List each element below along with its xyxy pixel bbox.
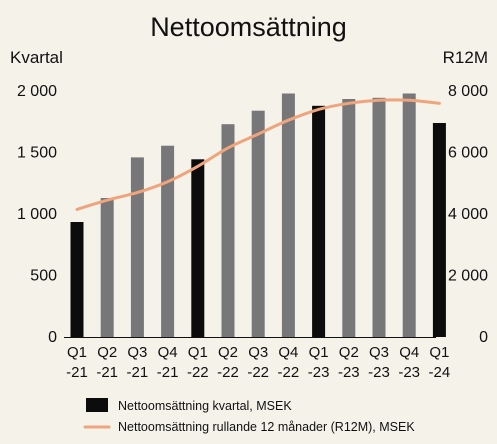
x-tick-label: Q1 -22 bbox=[187, 344, 209, 381]
bar bbox=[251, 110, 265, 337]
right-tick-label: 4 000 bbox=[448, 206, 488, 223]
bar bbox=[70, 222, 84, 337]
x-tick-label: Q4 -21 bbox=[157, 344, 179, 381]
bar bbox=[161, 145, 175, 337]
left-axis-label: Kvartal bbox=[10, 48, 63, 67]
left-tick-label: 1 000 bbox=[17, 206, 57, 223]
x-tick-label: Q3 -22 bbox=[247, 344, 269, 381]
bar bbox=[342, 99, 356, 337]
legend-bar-label: Nettoomsättning kvartal, MSEK bbox=[118, 399, 292, 413]
bar bbox=[191, 159, 205, 337]
x-tick-label: Q3 -23 bbox=[368, 344, 390, 381]
right-axis-label: R12M bbox=[443, 48, 488, 67]
bar bbox=[432, 123, 446, 337]
left-tick-label: 0 bbox=[48, 329, 57, 346]
right-tick-label: 8 000 bbox=[448, 83, 488, 100]
bar bbox=[100, 198, 114, 337]
left-tick-label: 1 500 bbox=[17, 145, 57, 162]
bar bbox=[372, 97, 386, 337]
x-tick-label: Q3 -21 bbox=[127, 344, 149, 381]
bar bbox=[221, 124, 235, 337]
legend-line-label: Nettoomsättning rullande 12 månader (R12… bbox=[118, 420, 415, 434]
x-tick-label: Q1 -21 bbox=[66, 344, 88, 381]
chart-title: Nettoomsättning bbox=[150, 12, 347, 42]
bar bbox=[402, 93, 416, 337]
left-tick-label: 500 bbox=[30, 268, 57, 285]
right-tick-label: 0 bbox=[479, 329, 488, 346]
left-tick-label: 2 000 bbox=[17, 83, 57, 100]
x-tick-label: Q2 -21 bbox=[96, 344, 118, 381]
right-tick-label: 2 000 bbox=[448, 268, 488, 285]
x-tick-label: Q2 -22 bbox=[217, 344, 239, 381]
bar bbox=[281, 93, 295, 337]
x-tick-label: Q4 -23 bbox=[398, 344, 420, 381]
bar bbox=[130, 157, 144, 337]
legend-bar-swatch bbox=[86, 398, 108, 412]
bar bbox=[312, 105, 326, 337]
x-tick-label: Q2 -23 bbox=[338, 344, 360, 381]
x-tick-label: Q1 -24 bbox=[429, 344, 451, 381]
x-tick-label: Q1 -23 bbox=[308, 344, 330, 381]
x-tick-label: Q4 -22 bbox=[278, 344, 300, 381]
right-tick-label: 6 000 bbox=[448, 145, 488, 162]
r12m-series-line bbox=[75, 98, 441, 211]
